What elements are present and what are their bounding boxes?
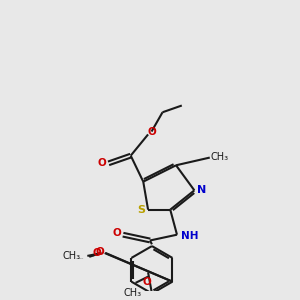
Text: CH₃: CH₃ [210, 152, 229, 162]
Text: O: O [142, 277, 151, 286]
Text: methoxy: methoxy [88, 256, 94, 257]
Text: CH₃: CH₃ [124, 288, 142, 298]
Text: N: N [197, 185, 206, 195]
Text: O: O [147, 127, 156, 136]
Text: O: O [113, 228, 122, 238]
Text: O: O [93, 248, 102, 258]
Text: O: O [96, 247, 105, 256]
Text: CH₃: CH₃ [63, 251, 81, 261]
Text: S: S [138, 205, 146, 214]
Text: O: O [98, 158, 106, 168]
Text: NH: NH [181, 231, 199, 241]
Text: methoxy: methoxy [78, 258, 84, 259]
